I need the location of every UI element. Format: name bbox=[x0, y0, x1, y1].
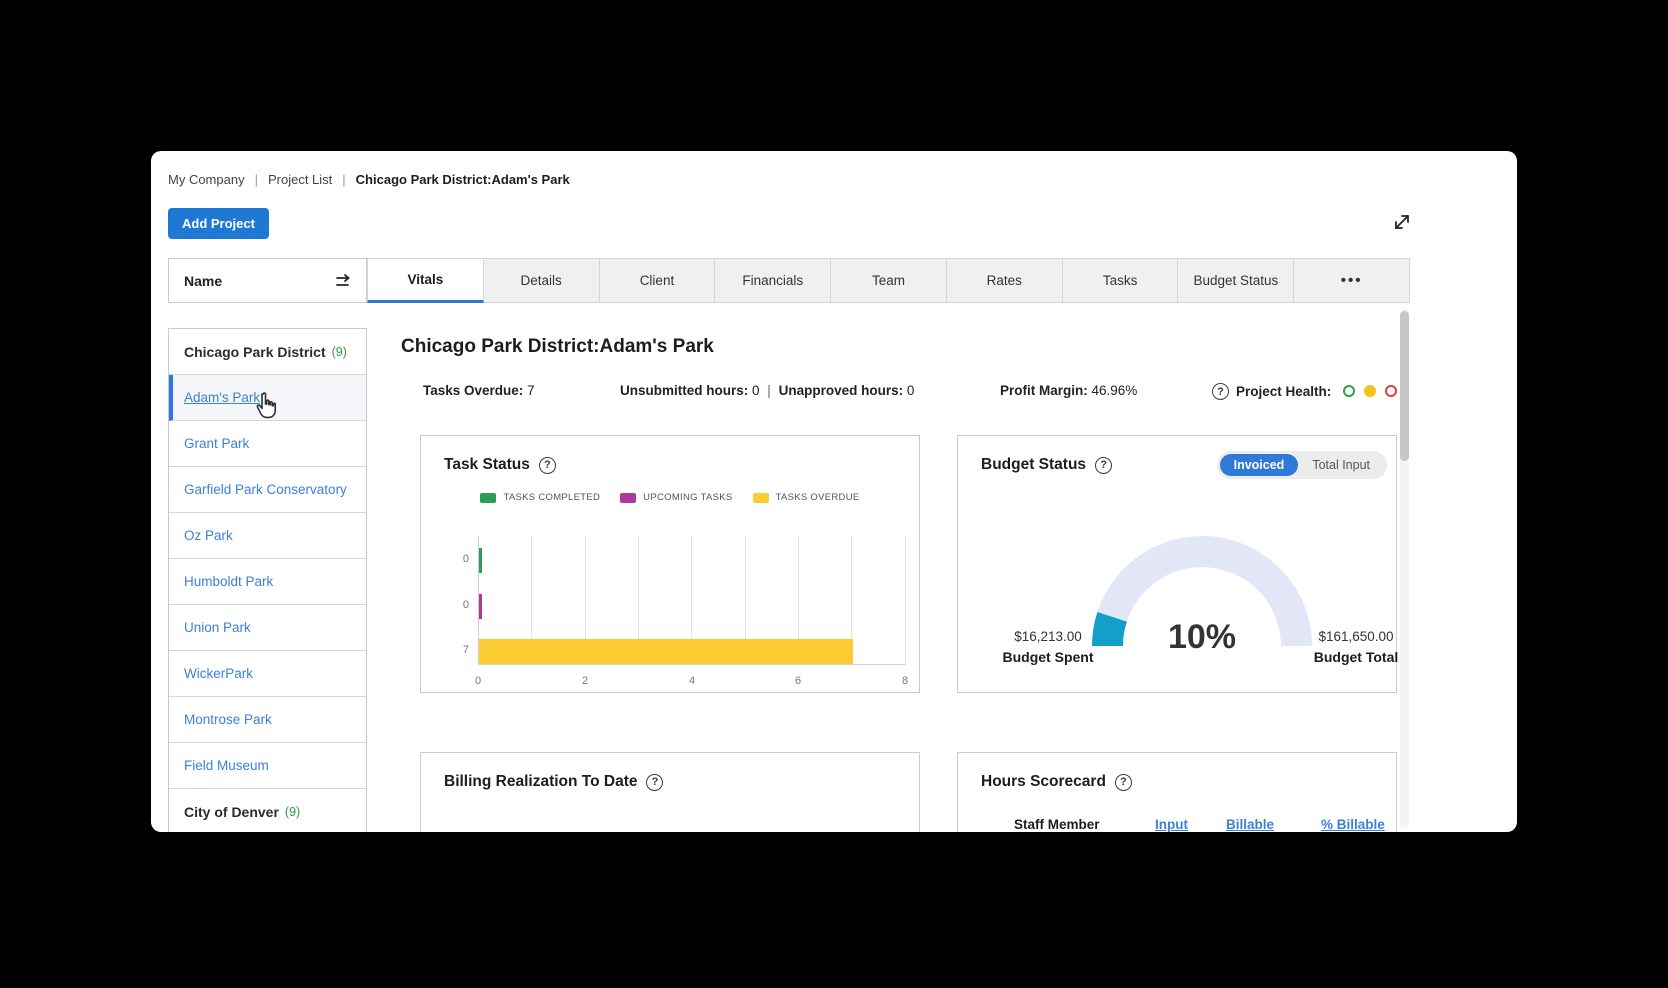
budget-total-block: $161,650.00 Budget Total bbox=[1281, 629, 1431, 665]
expand-fullscreen-icon[interactable] bbox=[1391, 211, 1413, 233]
x-tick: 6 bbox=[794, 675, 802, 687]
tab-rates[interactable]: Rates bbox=[946, 258, 1063, 303]
toggle-total-input[interactable]: Total Input bbox=[1312, 458, 1370, 472]
y-value-label: 0 bbox=[462, 599, 469, 611]
x-tick: 4 bbox=[688, 675, 696, 687]
sidebar-item-adams-park[interactable]: Adam's Park bbox=[169, 375, 366, 421]
task-status-panel: Task Status ? TASKS COMPLETED UPCOMING T… bbox=[420, 435, 920, 693]
tab-financials[interactable]: Financials bbox=[715, 258, 832, 303]
chart-legend: TASKS COMPLETED UPCOMING TASKS TASKS OVE… bbox=[421, 492, 919, 503]
tab-budget-status[interactable]: Budget Status bbox=[1178, 258, 1295, 303]
toggle-invoiced[interactable]: Invoiced bbox=[1219, 454, 1299, 476]
column-header-pct-billable[interactable]: % Billable bbox=[1321, 817, 1385, 832]
help-icon[interactable]: ? bbox=[1212, 383, 1229, 400]
sidebar-header-label: Name bbox=[184, 272, 223, 289]
help-icon[interactable]: ? bbox=[1114, 773, 1132, 791]
y-value-label: 7 bbox=[462, 644, 469, 656]
hours-scorecard-panel: Hours Scorecard ? Staff Member Input Bil… bbox=[957, 752, 1397, 832]
project-count-badge: (9) bbox=[284, 805, 301, 819]
vitals-panel: Chicago Park District:Adam's Park Tasks … bbox=[367, 303, 1410, 832]
x-tick: 8 bbox=[901, 675, 909, 687]
hours-scorecard-title: Hours Scorecard ? bbox=[981, 773, 1132, 791]
breadcrumb-my-company[interactable]: My Company bbox=[168, 172, 245, 187]
budget-spent-block: $16,213.00 Budget Spent bbox=[973, 629, 1123, 665]
collapse-list-icon[interactable] bbox=[334, 273, 354, 289]
content-scrollbar[interactable] bbox=[1400, 309, 1409, 829]
sidebar-group-chicago-park-district[interactable]: Chicago Park District (9) bbox=[169, 329, 366, 375]
sidebar-header: Name bbox=[168, 258, 367, 303]
tab-vitals[interactable]: Vitals bbox=[367, 258, 484, 303]
help-icon[interactable]: ? bbox=[538, 456, 556, 474]
sidebar-item-garfield-park-conservatory[interactable]: Garfield Park Conservatory bbox=[169, 467, 366, 513]
sidebar-item-field-museum[interactable]: Field Museum bbox=[169, 743, 366, 789]
tab-team[interactable]: Team bbox=[831, 258, 947, 303]
health-yellow-indicator bbox=[1364, 385, 1377, 397]
stat-profit-margin: Profit Margin: 46.96% bbox=[1000, 383, 1138, 398]
help-icon[interactable]: ? bbox=[1095, 456, 1113, 474]
y-value-label: 0 bbox=[462, 553, 469, 565]
budget-gauge bbox=[1080, 524, 1324, 659]
sidebar-group-city-of-denver[interactable]: City of Denver (9) bbox=[169, 789, 366, 832]
add-project-button[interactable]: Add Project bbox=[168, 208, 269, 239]
bar-tasks-overdue bbox=[479, 639, 853, 664]
project-count-badge: (9) bbox=[331, 344, 347, 359]
budget-spent-label: Budget Spent bbox=[1002, 649, 1094, 665]
task-status-chart bbox=[478, 536, 906, 665]
tab-tasks[interactable]: Tasks bbox=[1062, 258, 1179, 303]
billing-realization-panel: Billing Realization To Date ? bbox=[420, 752, 920, 832]
project-tabs: Vitals Details Client Financials Team Ra… bbox=[367, 258, 1411, 303]
stat-hours: Unsubmitted hours: 0 | Unapproved hours:… bbox=[620, 383, 915, 398]
legend-swatch-overdue bbox=[752, 492, 769, 503]
stat-project-health: ? Project Health: bbox=[1212, 383, 1397, 400]
breadcrumb-current: Chicago Park District:Adam's Park bbox=[355, 172, 570, 187]
sidebar-item-grant-park[interactable]: Grant Park bbox=[169, 421, 366, 467]
budget-total-label: Budget Total bbox=[1313, 649, 1399, 665]
bar-tasks-completed bbox=[479, 548, 482, 573]
budget-status-title: Budget Status ? bbox=[981, 456, 1113, 474]
sidebar-item-humboldt-park[interactable]: Humboldt Park bbox=[169, 559, 366, 605]
x-tick: 2 bbox=[581, 675, 589, 687]
budget-view-toggle: Invoiced Total Input bbox=[1216, 451, 1387, 479]
tab-client[interactable]: Client bbox=[599, 258, 716, 303]
budget-total-value: $161,650.00 bbox=[1318, 629, 1394, 644]
budget-spent-value: $16,213.00 bbox=[1014, 629, 1082, 644]
health-green-indicator bbox=[1343, 385, 1356, 397]
billing-realization-title: Billing Realization To Date ? bbox=[444, 773, 664, 791]
legend-swatch-completed bbox=[480, 492, 497, 503]
page-title: Chicago Park District:Adam's Park bbox=[401, 336, 714, 357]
budget-percent-value: 10% bbox=[1167, 618, 1237, 656]
breadcrumb-project-list[interactable]: Project List bbox=[267, 172, 333, 187]
column-header-staff-member: Staff Member bbox=[1014, 817, 1100, 832]
breadcrumb-separator: | bbox=[342, 172, 346, 187]
sidebar-item-union-park[interactable]: Union Park bbox=[169, 605, 366, 651]
health-red-indicator bbox=[1384, 385, 1397, 397]
tab-details[interactable]: Details bbox=[483, 258, 600, 303]
breadcrumb: My Company | Project List | Chicago Park… bbox=[168, 172, 570, 187]
help-icon[interactable]: ? bbox=[646, 773, 664, 791]
app-window: My Company | Project List | Chicago Park… bbox=[151, 151, 1517, 832]
sidebar-item-oz-park[interactable]: Oz Park bbox=[169, 513, 366, 559]
breadcrumb-separator: | bbox=[254, 172, 258, 187]
bar-upcoming-tasks bbox=[479, 594, 482, 619]
budget-status-panel: Budget Status ? Invoiced Total Input 10%… bbox=[957, 435, 1398, 693]
column-header-input[interactable]: Input bbox=[1155, 817, 1188, 832]
x-tick: 0 bbox=[474, 675, 482, 687]
task-status-title: Task Status ? bbox=[444, 456, 556, 474]
column-header-billable[interactable]: Billable bbox=[1226, 817, 1275, 832]
project-list-sidebar: Chicago Park District (9) Adam's Park Gr… bbox=[168, 328, 367, 832]
legend-swatch-upcoming bbox=[620, 492, 637, 503]
sidebar-item-montrose-park[interactable]: Montrose Park bbox=[169, 697, 366, 743]
scrollbar-thumb[interactable] bbox=[1400, 311, 1409, 461]
sidebar-item-wickerpark[interactable]: WickerPark bbox=[169, 651, 366, 697]
stat-tasks-overdue: Tasks Overdue: 7 bbox=[423, 383, 535, 398]
tab-overflow-ellipsis-icon[interactable]: ••• bbox=[1294, 258, 1411, 303]
